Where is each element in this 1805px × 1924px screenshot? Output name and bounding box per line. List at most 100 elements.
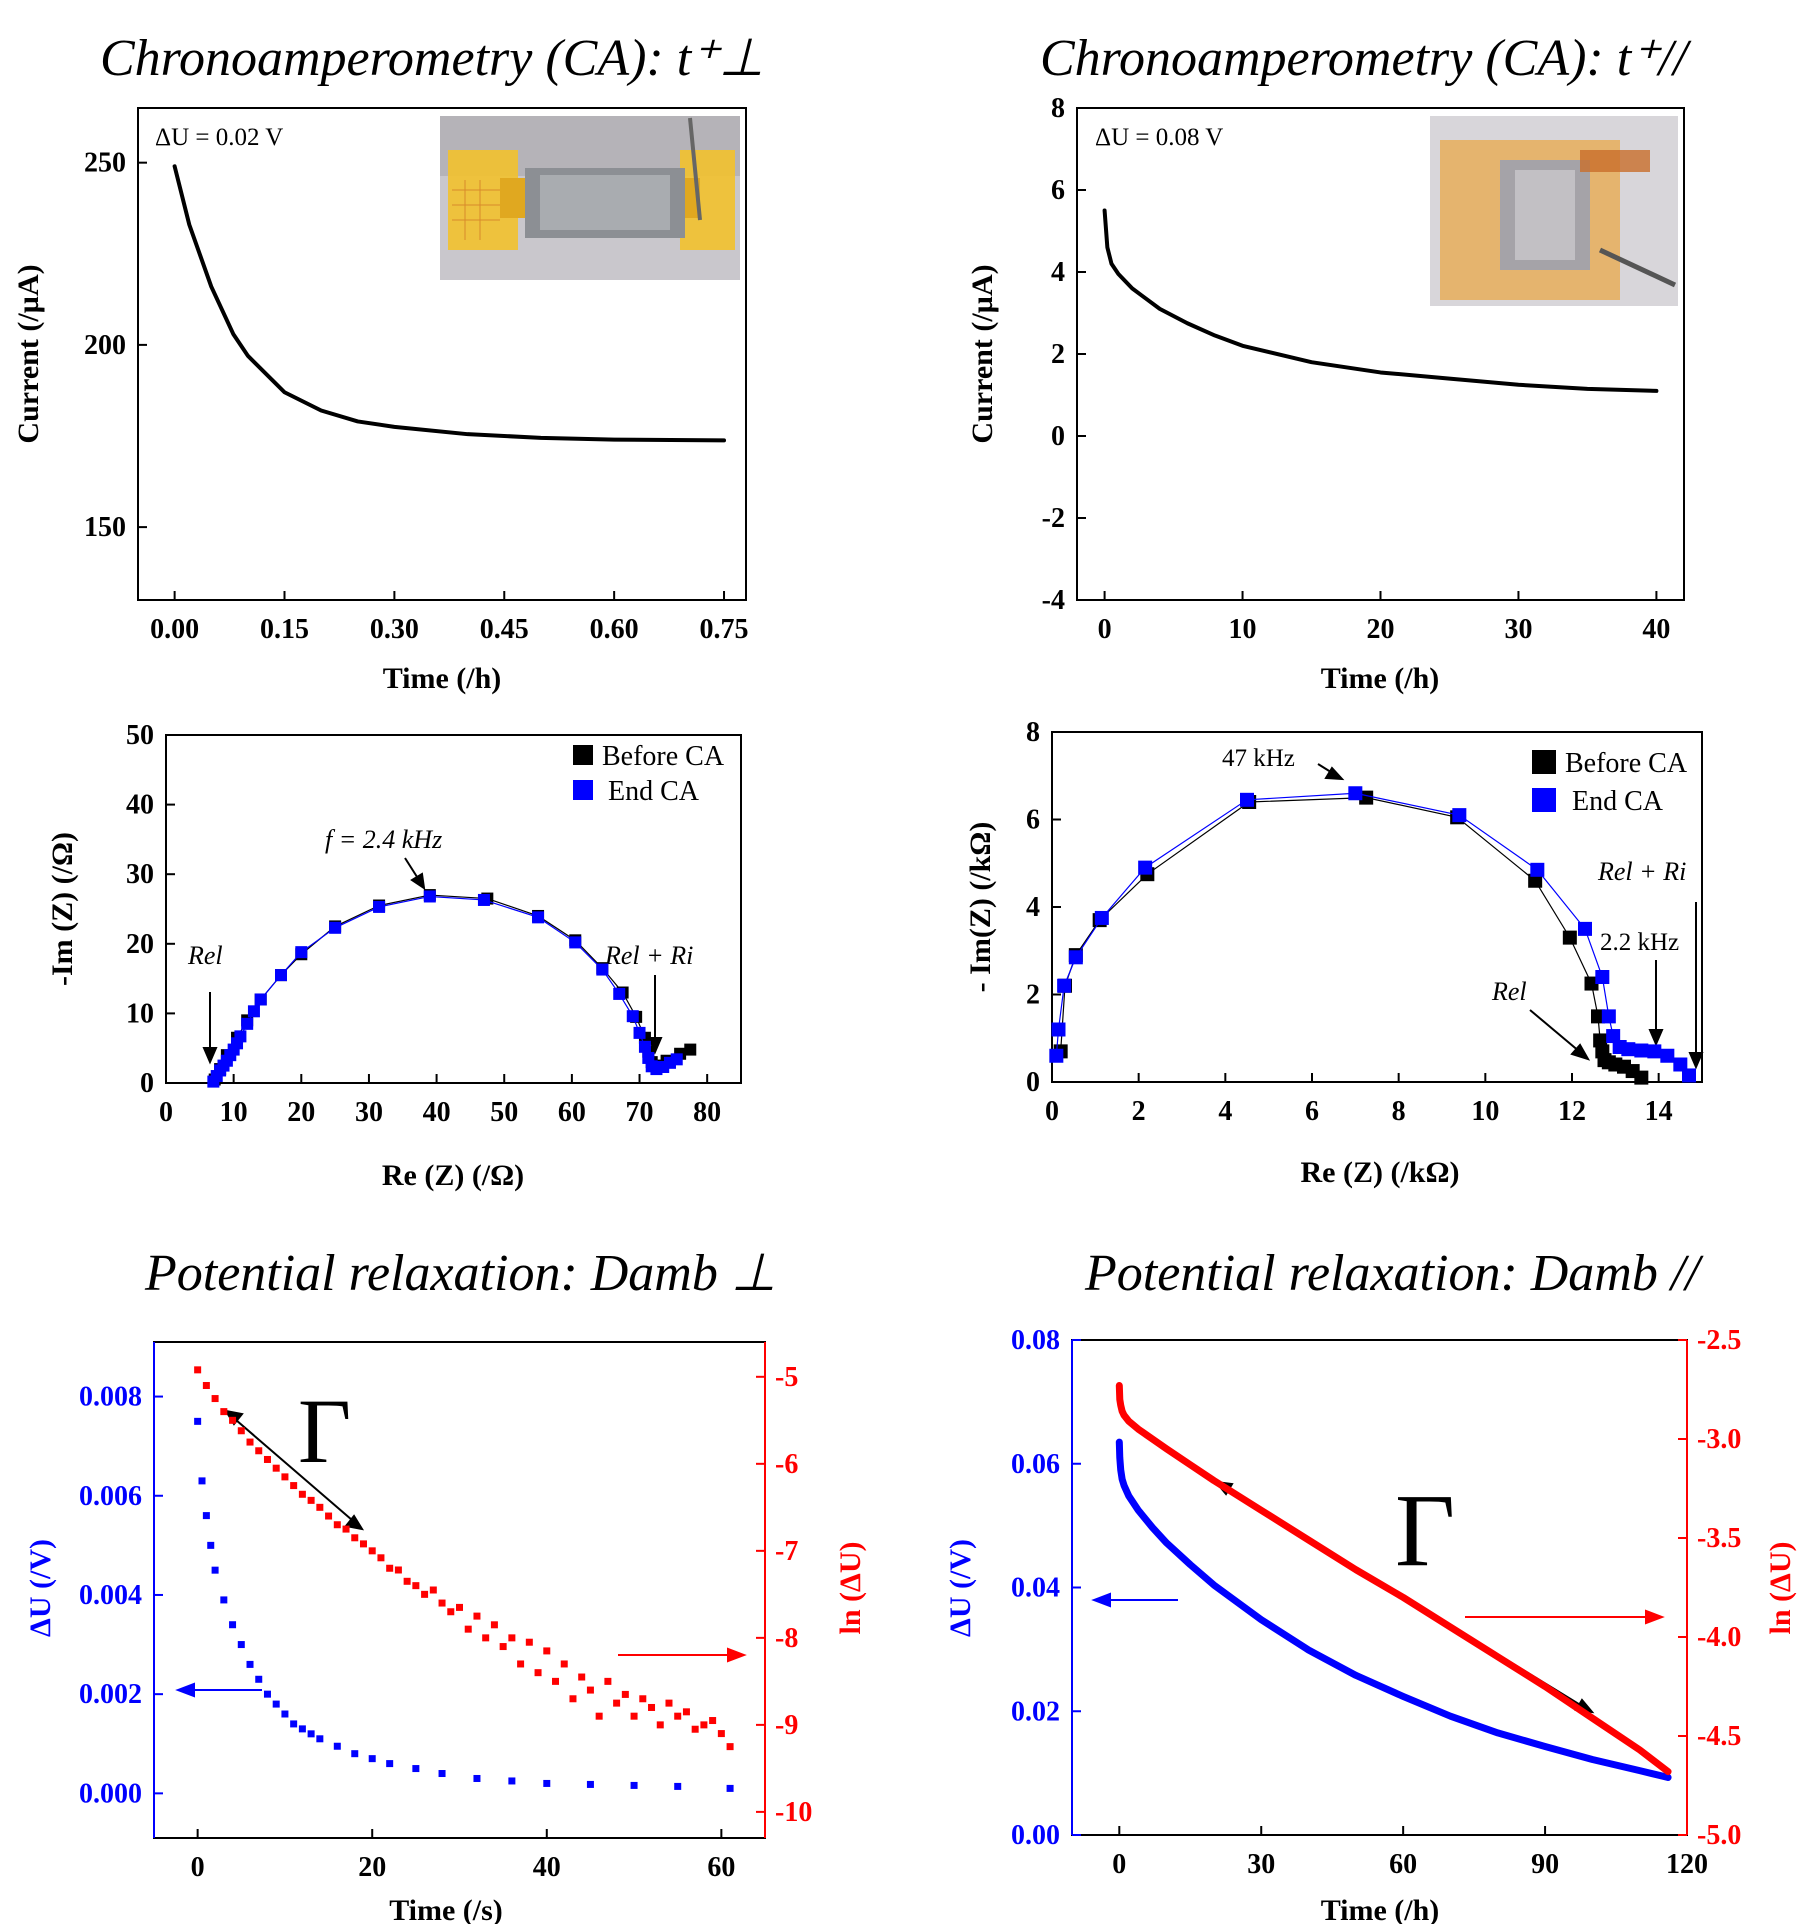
x-tick-label: 10 — [1471, 1096, 1499, 1127]
data-point — [237, 1641, 245, 1649]
data-point — [534, 1669, 542, 1677]
data-point — [351, 1534, 359, 1542]
y-right-tick-label: -3.0 — [1697, 1424, 1741, 1455]
y-tick-label: 250 — [84, 148, 126, 179]
series-line-0 — [172, 164, 727, 443]
x-axis-label: Re (Z) (/Ω) — [382, 1159, 524, 1192]
x-tick-label: 20 — [287, 1097, 315, 1128]
data-point — [229, 1621, 237, 1629]
y-tick-label: 6 — [1051, 175, 1065, 206]
data-point — [447, 1608, 455, 1616]
data-point — [1138, 860, 1153, 875]
legend-swatch-before — [1532, 750, 1556, 774]
data-point — [373, 900, 386, 913]
data-point — [329, 921, 342, 934]
legend: Before CA End CA — [1532, 748, 1688, 817]
data-point — [517, 1660, 525, 1668]
data-point — [290, 1720, 298, 1728]
x-tick-label: 30 — [1504, 614, 1532, 645]
data-point — [682, 1708, 690, 1716]
data-point — [423, 890, 436, 903]
x-tick-label: 0.60 — [590, 614, 639, 645]
y-tick-label: 4 — [1026, 892, 1040, 923]
data-point — [202, 1382, 210, 1390]
data-point — [1578, 921, 1592, 936]
freq-2-2-annotation: 2.2 kHz — [1600, 929, 1679, 956]
data-point — [1211, 1582, 1217, 1588]
data-point — [1359, 790, 1374, 805]
data-point — [717, 1730, 725, 1738]
data-point — [1117, 1455, 1123, 1461]
x-axis-label: Time (/s) — [389, 1894, 503, 1924]
data-point — [726, 1784, 734, 1792]
y-axis-label: - Im(Z) (/kΩ) — [964, 822, 997, 993]
data-point — [1673, 1057, 1688, 1072]
data-point — [1353, 1567, 1359, 1573]
data-point — [1591, 1009, 1605, 1024]
data-point — [272, 1464, 280, 1472]
data-point — [359, 1540, 367, 1548]
x-tick-label: 10 — [1229, 614, 1257, 645]
x-tick-label: 0.15 — [260, 614, 309, 645]
data-point — [1057, 978, 1072, 993]
y-right-tick-label: -7 — [775, 1536, 798, 1567]
x-tick-label: 10 — [220, 1097, 248, 1128]
data-point — [1116, 1439, 1122, 1445]
data-point — [1119, 1476, 1125, 1482]
data-point — [684, 1043, 697, 1056]
chart-eis-perpendicular: -Im (Z) (/Ω) Re (Z) (/Ω) Before CA End C… — [46, 720, 742, 1192]
data-point — [1116, 1383, 1122, 1389]
x-tick-label: 12 — [1558, 1096, 1586, 1127]
data-point — [674, 1712, 682, 1720]
rel-annotation: Rel — [187, 941, 223, 970]
data-point — [1348, 786, 1363, 801]
y-tick-label: 2 — [1051, 339, 1065, 370]
data-point — [298, 1725, 306, 1733]
data-point — [1126, 1493, 1132, 1499]
legend-swatch-end — [573, 780, 593, 800]
data-point — [377, 1554, 385, 1562]
data-point — [473, 1774, 481, 1782]
data-point — [220, 1596, 228, 1604]
x-tick-label: 0 — [1045, 1096, 1059, 1127]
data-point — [674, 1782, 682, 1790]
data-point — [639, 1695, 647, 1703]
x-axis-label: Time (/h) — [1321, 1894, 1440, 1924]
data-point — [670, 1053, 683, 1066]
data-point — [1660, 1048, 1675, 1063]
y-tick-label: 20 — [126, 929, 154, 960]
y-tick-label: 150 — [84, 512, 126, 543]
data-point — [726, 1743, 734, 1751]
y-tick-label: 0.006 — [79, 1481, 142, 1512]
data-point — [1589, 1757, 1595, 1763]
data-point — [1121, 1412, 1127, 1418]
data-point — [281, 1473, 289, 1481]
data-point — [211, 1566, 219, 1574]
data-point — [1589, 1715, 1595, 1721]
x-tick-label: 4 — [1218, 1096, 1232, 1127]
data-point — [700, 1721, 708, 1729]
data-point — [626, 1010, 639, 1023]
data-point — [1595, 970, 1610, 984]
data-point — [1258, 1617, 1264, 1623]
x-tick-label: 8 — [1392, 1096, 1406, 1127]
data-point — [630, 1712, 638, 1720]
data-point — [1164, 1540, 1170, 1546]
data-point — [1542, 1744, 1548, 1750]
y-axis-label: Current (/µA) — [966, 264, 999, 443]
plot-frame — [137, 107, 747, 601]
data-point — [316, 1503, 324, 1511]
data-point — [596, 963, 609, 976]
data-point — [638, 1040, 651, 1053]
x-tick-label: 0.75 — [700, 614, 749, 645]
x-tick-label: 0.45 — [480, 614, 529, 645]
y-tick-label: 30 — [126, 859, 154, 890]
data-point — [275, 969, 287, 982]
x-tick-label: 2 — [1132, 1096, 1146, 1127]
data-point — [438, 1599, 446, 1607]
data-point — [254, 993, 267, 1006]
data-point — [234, 1030, 247, 1043]
data-point — [207, 1541, 215, 1549]
cell-photo-perpendicular — [440, 116, 740, 280]
